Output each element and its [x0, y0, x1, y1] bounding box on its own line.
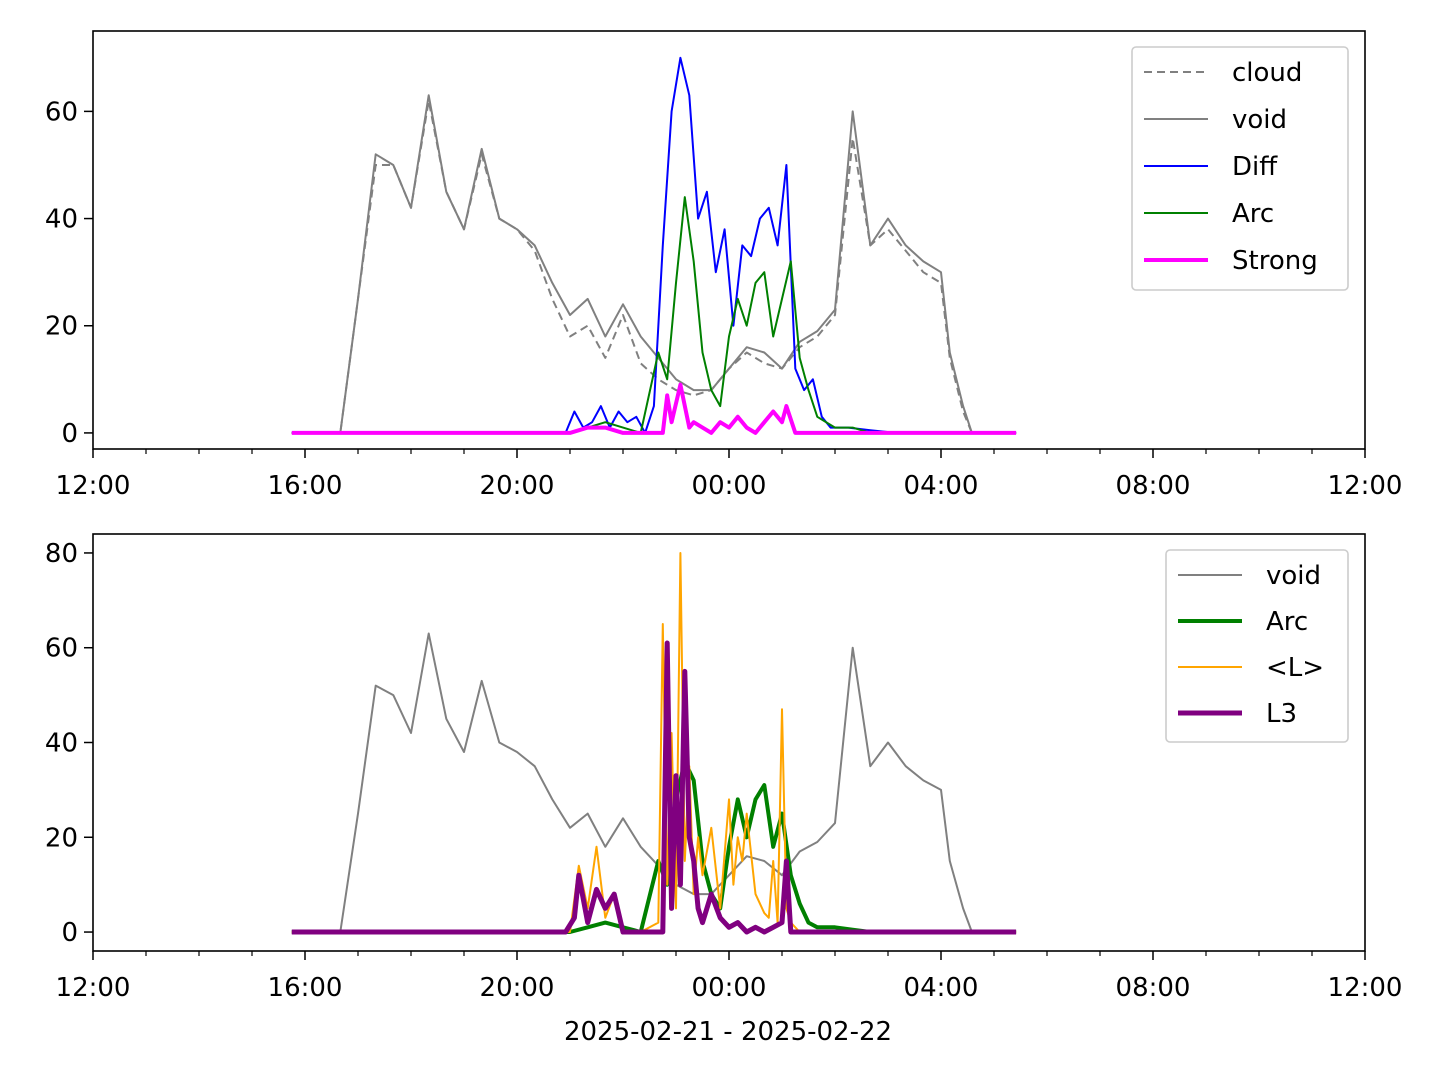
legend-label: Diff [1232, 152, 1278, 182]
x-tick-label: 04:00 [904, 973, 979, 1003]
legend-label: <L> [1266, 653, 1324, 683]
legend-label: void [1266, 561, 1321, 591]
x-tick-label: 20:00 [480, 471, 555, 501]
y-tick-label: 40 [45, 205, 78, 235]
legend-label: L3 [1266, 699, 1297, 729]
x-tick-label: 16:00 [268, 973, 343, 1003]
legend-label: Strong [1232, 246, 1318, 276]
x-axis-label: 2025-02-21 - 2025-02-22 [564, 1017, 892, 1047]
x-tick-label: 20:00 [480, 973, 555, 1003]
x-tick-label: 12:00 [1328, 471, 1403, 501]
legend-label: void [1232, 105, 1287, 135]
series-line-void [291, 94, 1017, 434]
y-tick-label: 80 [45, 539, 78, 569]
legend: cloud void Diff Arc Strong [1131, 46, 1349, 291]
top-panel: 12:00 16:00 20:00 00:00 04:00 08:00 12:00 0 20 40… [45, 30, 1403, 501]
x-tick-label: 12:00 [56, 973, 131, 1003]
x-tick-label: 04:00 [904, 471, 979, 501]
x-tick-label: 12:00 [56, 471, 131, 501]
x-tick-label: 08:00 [1116, 471, 1191, 501]
x-tick-label: 16:00 [268, 471, 343, 501]
legend-label: Arc [1232, 199, 1274, 229]
legend: void Arc <L> L3 [1165, 549, 1349, 743]
axes-frame [92, 533, 1366, 952]
y-tick-label: 40 [45, 729, 78, 759]
legend-label: cloud [1232, 58, 1302, 88]
y-tick-label: 0 [61, 918, 78, 948]
axes-frame [92, 30, 1366, 450]
series-line-l3 [291, 640, 1017, 935]
legend-label: Arc [1266, 607, 1308, 637]
y-tick-label: 60 [45, 634, 78, 664]
x-tick-label: 00:00 [692, 471, 767, 501]
series-line-strong [291, 382, 1017, 435]
y-tick-label: 20 [45, 823, 78, 853]
x-tick-label: 08:00 [1116, 973, 1191, 1003]
x-tick-label: 12:00 [1328, 973, 1403, 1003]
y-tick-label: 20 [45, 312, 78, 342]
legend-box [1165, 549, 1349, 743]
x-tick-label: 00:00 [692, 973, 767, 1003]
y-tick-label: 60 [45, 97, 78, 127]
bottom-panel: 12:00 16:00 20:00 00:00 04:00 08:00 12:00 0 20 40… [45, 533, 1403, 1003]
y-tick-label: 0 [61, 419, 78, 449]
legend-box [1131, 46, 1349, 291]
